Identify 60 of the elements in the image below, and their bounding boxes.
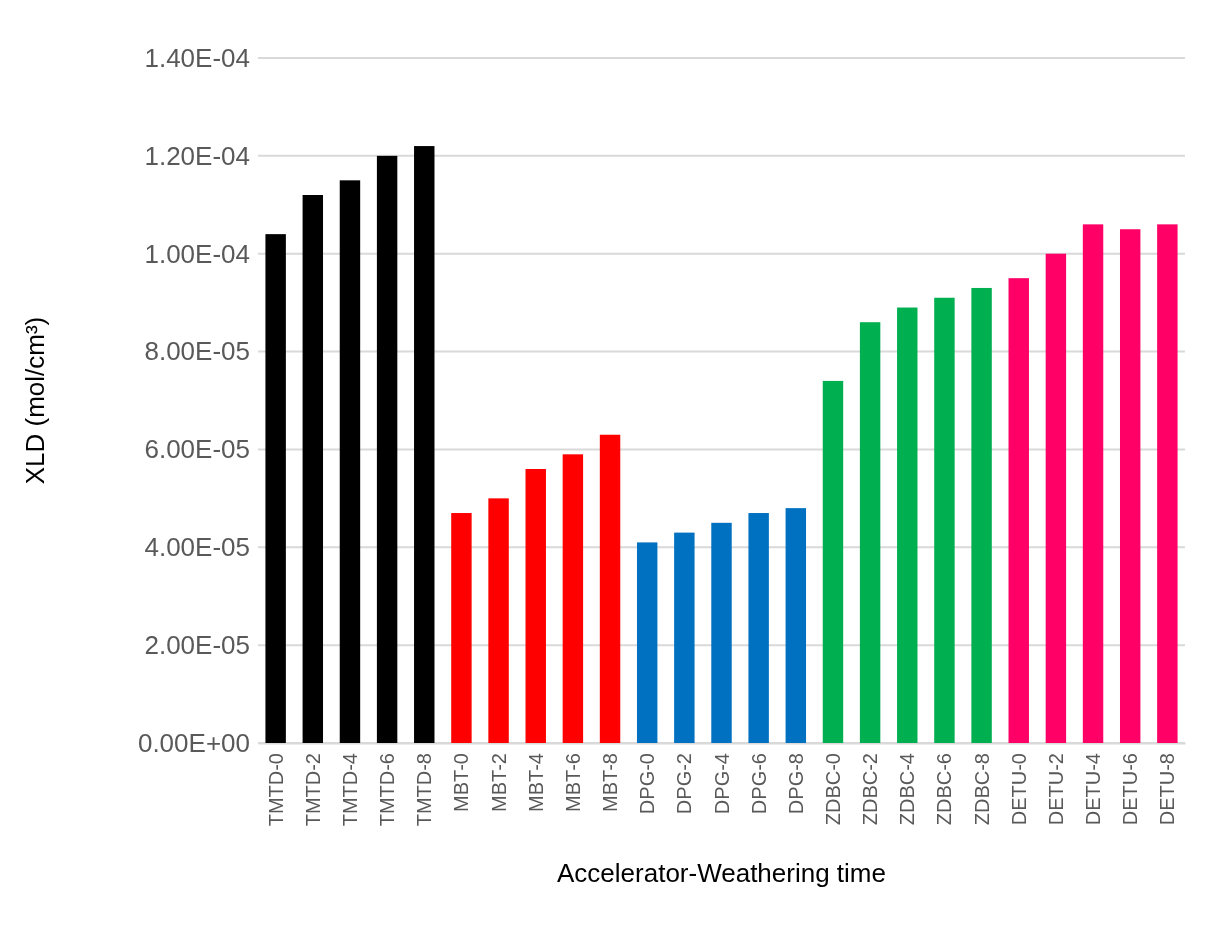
bar	[1119, 229, 1141, 743]
x-tick-label: TMTD-8	[413, 753, 436, 827]
bar	[414, 146, 435, 743]
bar	[785, 508, 807, 743]
y-tick-label: 1.20E-04	[144, 140, 250, 171]
bar	[971, 287, 992, 743]
bar	[562, 454, 584, 743]
x-tick-label: DPG-4	[710, 753, 733, 815]
bar	[302, 195, 324, 743]
bar	[711, 522, 732, 743]
bar	[1082, 224, 1104, 743]
bar	[934, 297, 955, 743]
y-tick-label: 2.00E-05	[144, 629, 250, 660]
bar	[339, 180, 361, 743]
bar	[674, 532, 695, 743]
bar	[748, 513, 769, 743]
bar	[822, 380, 844, 743]
bar	[488, 498, 509, 743]
x-tick-label: MBT-8	[599, 753, 622, 812]
x-tick-label: TMTD-2	[301, 753, 324, 827]
bar	[1157, 224, 1178, 743]
x-tick-label: DPG-2	[673, 753, 696, 815]
x-axis-title: Accelerator-Weathering time	[557, 858, 886, 888]
y-tick-label: 1.40E-04	[144, 42, 250, 73]
y-tick-label: 1.00E-04	[144, 238, 250, 269]
bar	[1045, 253, 1067, 743]
bar	[1008, 278, 1029, 743]
x-tick-label: MBT-4	[524, 753, 547, 812]
y-tick-label: 6.00E-05	[144, 434, 250, 465]
x-tick-label: TMTD-6	[376, 753, 399, 827]
x-tick-label: ZDBC-6	[933, 753, 956, 826]
x-tick-label: ZDBC-4	[896, 753, 919, 826]
x-tick-label: DETU-8	[1156, 753, 1179, 826]
x-tick-label: ZDBC-2	[859, 753, 882, 826]
x-tick-label: ZDBC-8	[970, 753, 993, 826]
x-tick-label: ZDBC-0	[821, 753, 844, 826]
bar	[265, 234, 286, 743]
x-tick-label: MBT-0	[450, 753, 473, 812]
y-axis-title: XLD (mol/cm³)	[20, 316, 50, 485]
x-tick-label: DETU-0	[1007, 753, 1030, 826]
bar	[897, 307, 918, 743]
x-tick-label: DETU-6	[1119, 753, 1142, 826]
x-tick-label: DPG-8	[784, 753, 807, 815]
x-tick-label: DETU-2	[1044, 753, 1067, 826]
x-tick-label: DPG-0	[636, 753, 659, 815]
x-tick-label: TMTD-4	[338, 753, 361, 827]
y-tick-label: 4.00E-05	[144, 532, 250, 563]
x-tick-label: DETU-4	[1082, 753, 1105, 826]
x-tick-label: MBT-2	[487, 753, 510, 812]
bar	[376, 155, 398, 743]
bar	[599, 434, 621, 743]
y-tick-label: 0.00E+00	[137, 727, 250, 758]
y-tick-label: 8.00E-05	[144, 336, 250, 367]
x-tick-label: MBT-6	[561, 753, 584, 812]
bar	[451, 513, 472, 743]
bar	[525, 469, 546, 743]
bar	[859, 322, 881, 743]
x-tick-label: DPG-6	[747, 753, 770, 815]
bar	[636, 542, 658, 743]
x-tick-label: TMTD-0	[264, 753, 287, 827]
